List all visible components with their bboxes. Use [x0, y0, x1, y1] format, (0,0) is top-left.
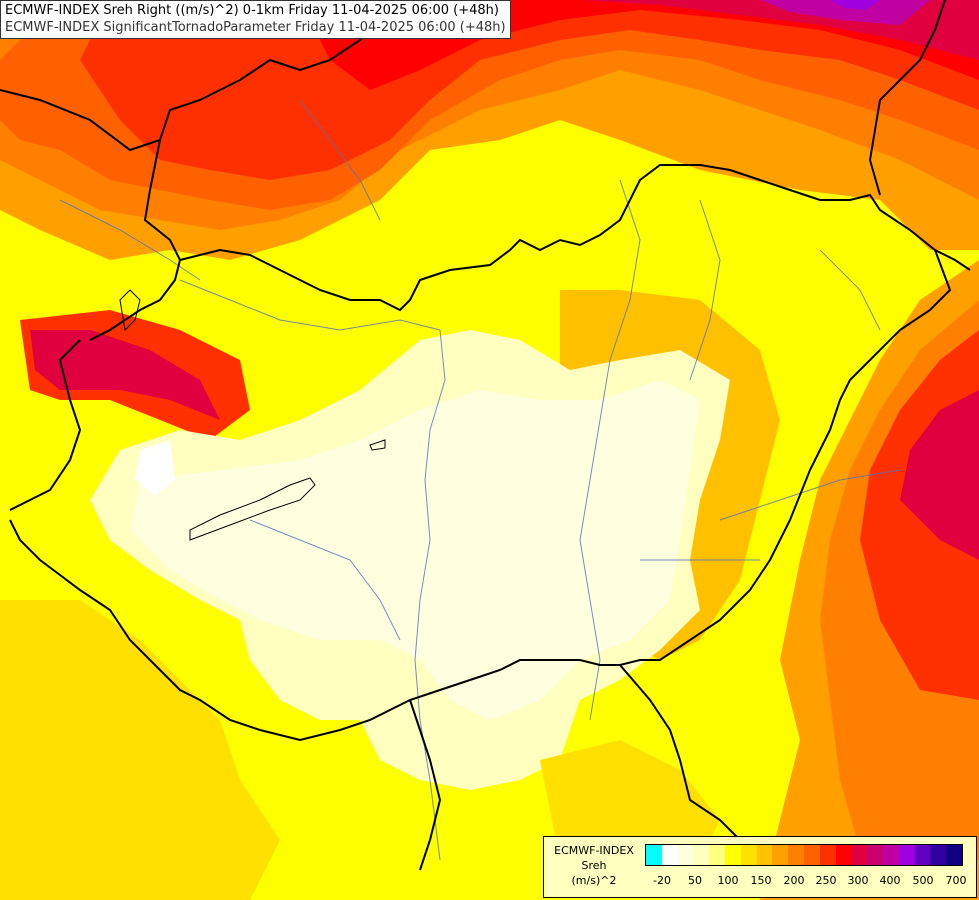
- legend-swatch: [803, 845, 820, 865]
- legend-tick: -20: [653, 874, 671, 887]
- legend-swatch: [740, 845, 757, 865]
- legend-swatch: [851, 845, 868, 865]
- legend-swatch: [882, 845, 899, 865]
- legend-swatch: [724, 845, 741, 865]
- legend-swatch: [693, 845, 710, 865]
- legend-tick: 150: [750, 874, 772, 887]
- legend-tick: 500: [912, 874, 934, 887]
- map-title-stp: ECMWF-INDEX SignificantTornadoParameter …: [5, 20, 506, 35]
- legend-swatch: [756, 845, 773, 865]
- legend-variable: Sreh: [581, 859, 607, 872]
- legend-swatch: [867, 845, 883, 865]
- legend-tick: 50: [688, 874, 702, 887]
- legend-swatch: [930, 845, 947, 865]
- legend-unit: (m/s)^2: [571, 874, 617, 887]
- legend-swatch: [946, 845, 962, 865]
- legend-swatch: [819, 845, 836, 865]
- legend-swatch: [772, 845, 789, 865]
- country-borders: [0, 0, 971, 871]
- legend-tick: 700: [945, 874, 967, 887]
- legend-swatch: [709, 845, 725, 865]
- legend-color-scale: [645, 844, 963, 866]
- legend-swatch: [898, 845, 915, 865]
- legend-swatch: [914, 845, 931, 865]
- legend-label: ECMWF-INDEX Sreh (m/s)^2: [544, 843, 644, 888]
- legend-tick: 250: [815, 874, 837, 887]
- lake-outlines: [119, 289, 386, 541]
- legend-tick: 200: [783, 874, 805, 887]
- legend-model: ECMWF-INDEX: [554, 844, 634, 857]
- map-title-sreh: ECMWF-INDEX Sreh Right ((m/s)^2) 0-1km F…: [5, 3, 499, 18]
- legend-swatch: [788, 845, 804, 865]
- legend-tick: 300: [847, 874, 869, 887]
- legend-swatch: [646, 845, 662, 865]
- legend-swatch: [835, 845, 852, 865]
- map-title-box: ECMWF-INDEX Sreh Right ((m/s)^2) 0-1km F…: [0, 0, 511, 39]
- legend-tick: 100: [717, 874, 739, 887]
- rivers: [59, 99, 901, 861]
- legend-swatch: [661, 845, 678, 865]
- legend-tick-labels: -20 50 100 150 200 250 300 400 500 700: [645, 874, 975, 890]
- color-legend: ECMWF-INDEX Sreh (m/s)^2 -20 50 100 150 200 2…: [543, 836, 977, 898]
- legend-swatch: [677, 845, 694, 865]
- legend-tick: 400: [879, 874, 901, 887]
